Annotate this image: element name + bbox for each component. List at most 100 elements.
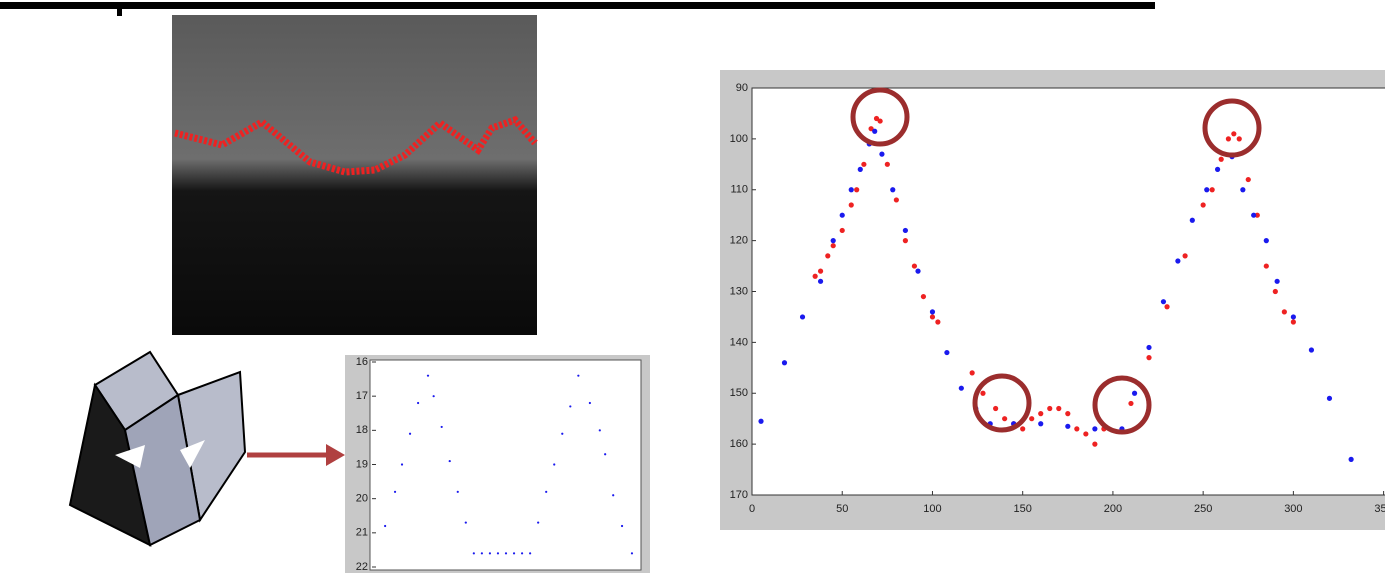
point — [1326, 395, 1333, 401]
ultrasound-image — [172, 15, 537, 335]
point — [902, 227, 908, 234]
point — [868, 126, 874, 132]
point — [448, 459, 451, 463]
point — [920, 293, 927, 300]
point — [879, 151, 885, 157]
point — [758, 418, 764, 424]
point — [440, 425, 443, 429]
x-tick-label: 300 — [1284, 503, 1302, 515]
point — [569, 405, 572, 408]
point — [1002, 416, 1008, 422]
point — [873, 115, 880, 122]
point — [861, 161, 867, 167]
point — [993, 405, 999, 412]
point — [1281, 309, 1287, 315]
point — [1348, 456, 1354, 462]
point — [588, 401, 591, 405]
y-tick-label: 160 — [730, 438, 748, 450]
highlight-circle — [850, 87, 910, 147]
point — [520, 552, 524, 555]
point — [480, 552, 483, 555]
x-tick-label: 350 — [1374, 503, 1385, 515]
point — [848, 187, 854, 193]
point — [472, 552, 475, 555]
point — [598, 429, 601, 432]
point — [1175, 258, 1181, 264]
point — [1263, 238, 1269, 244]
point — [1146, 355, 1152, 361]
point — [612, 494, 615, 497]
point — [1274, 278, 1280, 284]
point — [958, 385, 964, 391]
point — [839, 212, 845, 218]
top-rule-tick — [117, 2, 122, 16]
point — [426, 374, 430, 377]
y-tick-label: 90 — [736, 82, 748, 94]
point — [1083, 431, 1089, 437]
point — [1308, 347, 1315, 353]
point — [1128, 400, 1134, 407]
point — [1263, 263, 1269, 269]
x-tick-label: 250 — [1194, 503, 1212, 515]
y-tick-label: 170 — [730, 489, 748, 501]
point — [857, 166, 863, 172]
point — [1160, 299, 1167, 305]
x-tick-label: 200 — [1104, 503, 1122, 515]
point — [877, 118, 883, 124]
point — [1200, 202, 1206, 208]
point — [944, 349, 950, 356]
main-axes — [751, 87, 1385, 496]
point — [1245, 176, 1251, 183]
point — [884, 161, 890, 167]
point — [911, 263, 918, 269]
point — [1065, 411, 1071, 417]
point — [969, 370, 975, 376]
point — [1065, 423, 1071, 429]
y-tick-label: 19 — [356, 458, 368, 470]
point — [830, 238, 836, 244]
point — [1092, 426, 1098, 432]
y-tick-label: 100 — [730, 133, 748, 145]
point — [799, 314, 806, 320]
ultrasound-trace — [174, 115, 538, 176]
point — [1209, 187, 1215, 193]
point — [456, 490, 459, 493]
point — [512, 552, 516, 555]
y-tick-label: 110 — [730, 184, 748, 196]
point — [464, 521, 467, 524]
x-tick-label: 100 — [923, 503, 941, 515]
point — [1218, 156, 1224, 162]
x-tick-label: 50 — [836, 503, 848, 515]
point — [1164, 304, 1170, 310]
point — [1204, 187, 1210, 193]
point — [893, 197, 899, 203]
point — [1251, 212, 1257, 218]
y-tick-label: 17 — [356, 390, 368, 402]
point — [839, 227, 845, 234]
point — [630, 552, 634, 555]
point — [980, 390, 986, 396]
point — [1182, 253, 1188, 259]
point — [1038, 421, 1044, 427]
small-axes — [369, 359, 642, 571]
y-tick-label: 16 — [356, 356, 368, 368]
chart: 16 17 18 19 20 21 22 — [356, 356, 634, 573]
top-rule — [0, 2, 1155, 9]
point — [561, 432, 564, 435]
point — [504, 552, 508, 555]
point — [1290, 319, 1296, 325]
point — [825, 253, 831, 259]
y-tick-label: 140 — [730, 336, 748, 348]
point — [432, 395, 435, 398]
point — [529, 552, 532, 555]
point — [1056, 405, 1062, 412]
point — [1146, 344, 1152, 351]
point — [537, 521, 540, 524]
point — [830, 243, 836, 249]
point — [1240, 187, 1246, 193]
point — [890, 187, 896, 193]
